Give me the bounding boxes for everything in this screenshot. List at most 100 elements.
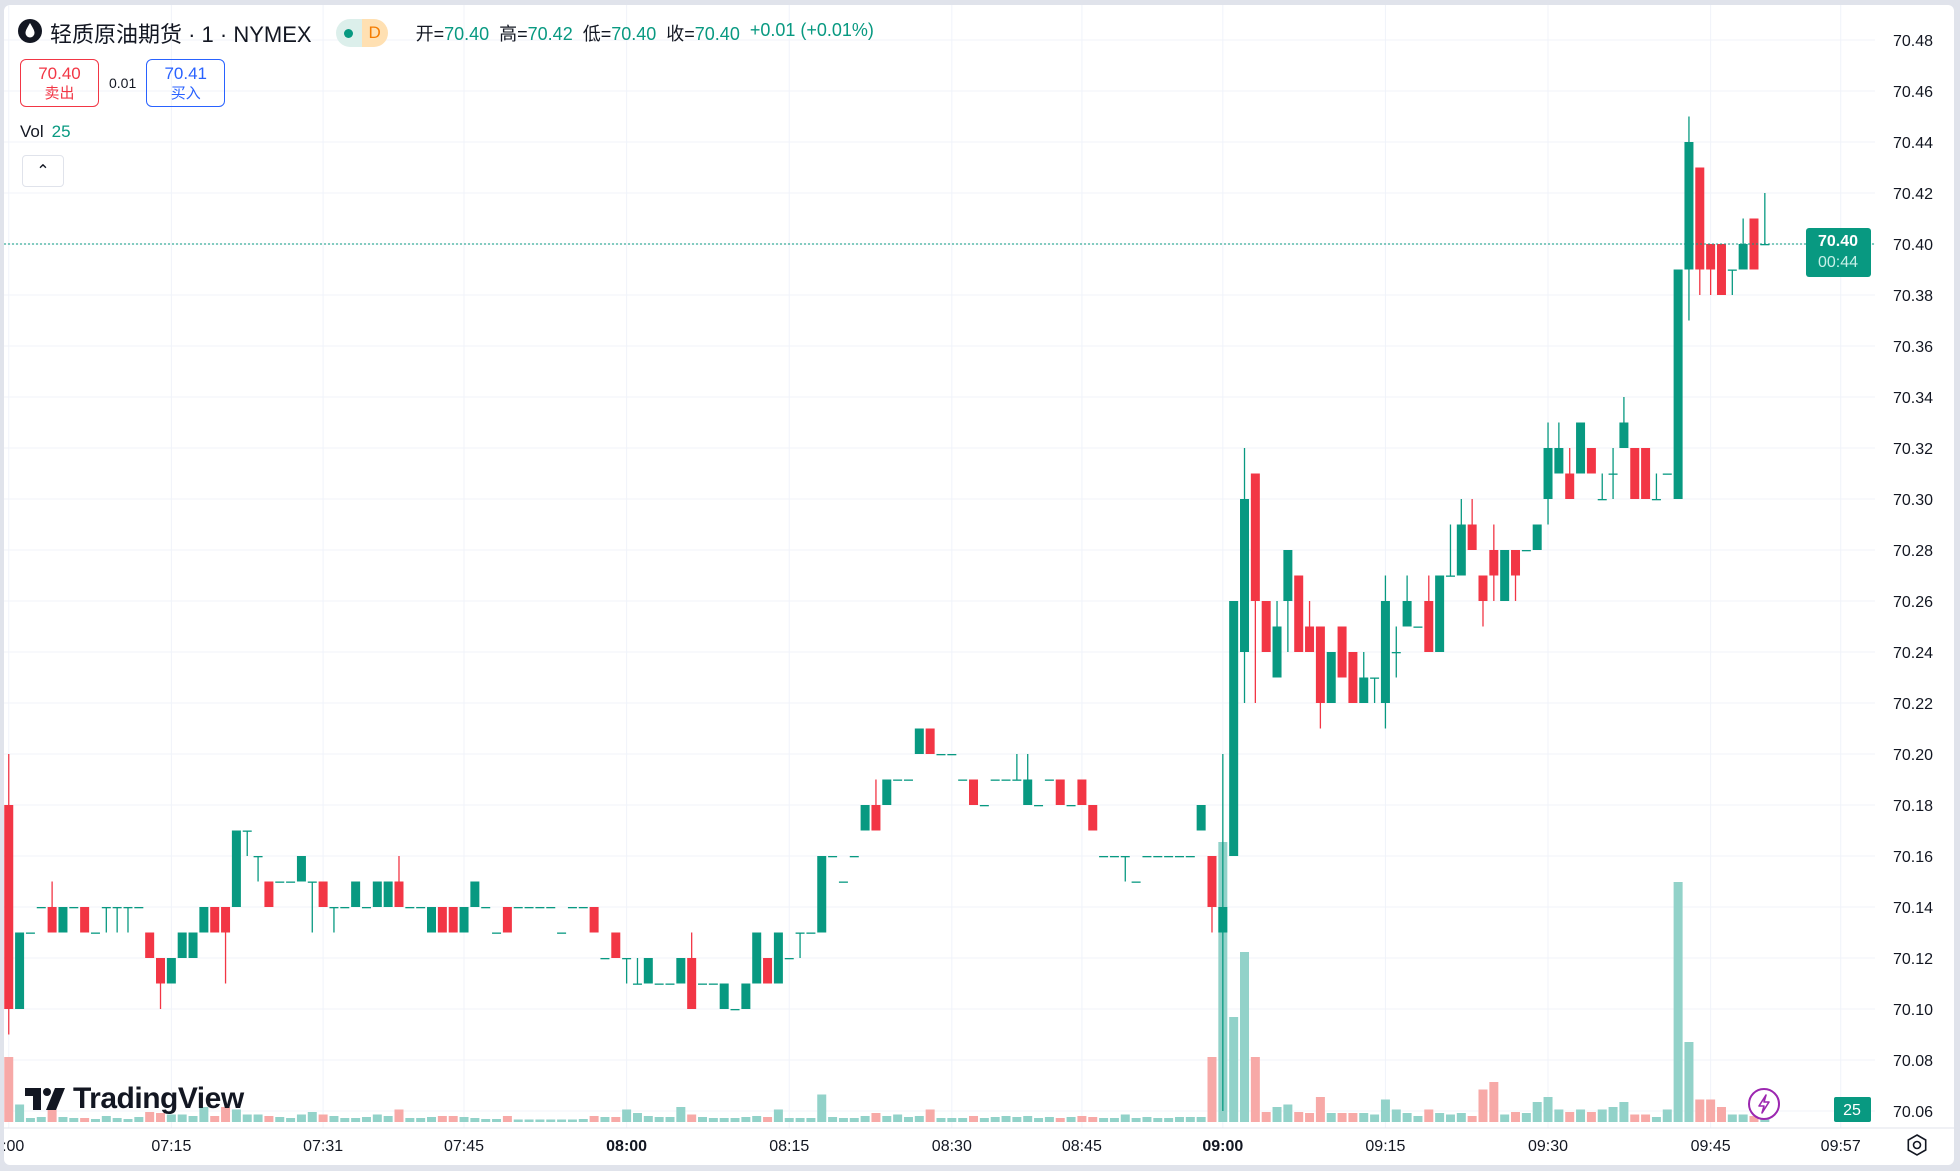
price-tick-label: 70.28 bbox=[1893, 543, 1933, 560]
settings-icon[interactable] bbox=[1907, 1134, 1927, 1156]
candle-body bbox=[1174, 856, 1184, 858]
volume-bar bbox=[1619, 1102, 1629, 1122]
volume-bar bbox=[1402, 1113, 1412, 1122]
candle-body bbox=[383, 881, 393, 907]
candles bbox=[4, 116, 1770, 1111]
candle bbox=[687, 932, 697, 1009]
candle-body bbox=[535, 907, 545, 909]
candle bbox=[1684, 116, 1694, 321]
sell-button[interactable]: 70.40 卖出 bbox=[20, 59, 99, 107]
volume-bar bbox=[1478, 1089, 1488, 1122]
volume-bar bbox=[1521, 1113, 1531, 1122]
volume-bar bbox=[318, 1114, 328, 1122]
candle-body bbox=[1662, 473, 1672, 475]
candle bbox=[1229, 601, 1239, 856]
tradingview-logo[interactable]: TradingView bbox=[25, 1082, 244, 1116]
candle bbox=[123, 907, 133, 933]
last-price-value: 70.40 bbox=[1818, 233, 1858, 250]
price-axis[interactable]: 70.48 70.46 70.44 70.42 70.40 70.38 70.36 70.34… bbox=[1893, 33, 1933, 1121]
candlestick-chart[interactable]: 70.48 70.46 70.44 70.42 70.40 70.38 70.36 70.34… bbox=[4, 5, 1954, 1165]
volume-bar bbox=[1435, 1113, 1445, 1122]
candle-body bbox=[849, 856, 859, 858]
candle-body bbox=[231, 830, 241, 907]
candle bbox=[1218, 754, 1228, 1111]
candle bbox=[427, 907, 437, 933]
candle-body bbox=[492, 932, 502, 934]
candle-body bbox=[1326, 652, 1336, 703]
market-status[interactable]: D bbox=[335, 19, 388, 47]
volume-bar bbox=[1099, 1118, 1109, 1122]
volume-bar bbox=[1185, 1117, 1195, 1122]
candle bbox=[459, 907, 469, 933]
price-tick-label: 70.16 bbox=[1893, 849, 1933, 866]
price-tick-label: 70.14 bbox=[1893, 900, 1933, 917]
candle bbox=[221, 907, 231, 984]
volume-bar bbox=[1055, 1118, 1065, 1122]
candle bbox=[1240, 448, 1250, 703]
candle-body bbox=[1445, 575, 1455, 577]
volume-bar bbox=[1305, 1113, 1315, 1122]
candle bbox=[80, 907, 90, 933]
collapse-legend-button[interactable]: ⌃ bbox=[22, 155, 64, 187]
volume-bar bbox=[221, 1107, 231, 1122]
volume-bar bbox=[1131, 1118, 1141, 1122]
volume-bar bbox=[1077, 1116, 1087, 1122]
candle bbox=[1142, 856, 1152, 858]
candle bbox=[1012, 754, 1022, 781]
candle bbox=[795, 932, 805, 958]
volume-legend[interactable]: Vol 25 bbox=[20, 122, 71, 141]
volume-bar bbox=[210, 1116, 220, 1122]
candle bbox=[546, 907, 556, 909]
time-axis[interactable]: 7:00 07:15 07:31 07:45 08:00 08:15 08:30 08:45 0… bbox=[4, 1138, 1861, 1155]
volume-bar bbox=[264, 1116, 274, 1122]
price-change: +0.01 (+0.01%) bbox=[749, 20, 874, 40]
volume-bar bbox=[622, 1109, 632, 1122]
candle bbox=[1651, 473, 1661, 501]
price-tick-label: 70.30 bbox=[1893, 492, 1933, 509]
candle-body bbox=[1391, 652, 1401, 654]
candle-body bbox=[784, 958, 794, 960]
symbol-title[interactable]: 轻质原油期货 · 1 · NYMEX bbox=[50, 22, 312, 47]
candle bbox=[1272, 601, 1282, 678]
candle-body bbox=[871, 805, 881, 831]
volume-bar bbox=[969, 1116, 979, 1122]
volume-bar bbox=[513, 1119, 523, 1122]
candle bbox=[1337, 626, 1347, 678]
volume-bar bbox=[1749, 1116, 1759, 1122]
candle bbox=[1402, 575, 1412, 627]
candle-body bbox=[687, 958, 697, 1009]
symbol-legend: 轻质原油期货 · 1 · NYMEX D 开=70.40 高=70.42 低=7… bbox=[18, 17, 874, 49]
candle-body bbox=[1402, 601, 1412, 627]
candle-body bbox=[622, 958, 632, 960]
volume-bar bbox=[448, 1116, 458, 1122]
candle bbox=[253, 856, 263, 882]
volume-bar bbox=[1727, 1114, 1737, 1122]
volume-axis-label: 25 bbox=[1834, 1097, 1871, 1122]
volume-bar bbox=[860, 1116, 870, 1122]
candle bbox=[1576, 422, 1586, 474]
candle-body bbox=[1630, 448, 1640, 499]
price-tick-label: 70.24 bbox=[1893, 645, 1933, 662]
candle bbox=[817, 856, 827, 933]
volume-bar bbox=[4, 1057, 14, 1122]
candle bbox=[1185, 856, 1195, 858]
candle-body bbox=[698, 983, 708, 985]
volume-bar bbox=[1088, 1117, 1098, 1122]
candle-body bbox=[134, 907, 144, 909]
candle bbox=[296, 856, 306, 882]
chart-frame: 70.48 70.46 70.44 70.42 70.40 70.38 70.36 70.34… bbox=[4, 5, 1954, 1165]
candle-body bbox=[828, 856, 838, 858]
candle bbox=[632, 958, 642, 985]
volume-bar bbox=[1511, 1112, 1521, 1122]
buy-button[interactable]: 70.41 买入 bbox=[146, 59, 226, 107]
candle-body bbox=[665, 983, 675, 985]
lightning-icon[interactable] bbox=[1748, 1088, 1780, 1120]
candle-body bbox=[264, 881, 274, 907]
candle-body bbox=[1229, 601, 1239, 856]
volume-bar bbox=[1500, 1114, 1510, 1122]
candle-body bbox=[860, 805, 870, 831]
candle-body bbox=[719, 983, 729, 1009]
candle bbox=[177, 932, 187, 958]
candle-body bbox=[210, 907, 220, 933]
volume-bar bbox=[502, 1116, 512, 1122]
